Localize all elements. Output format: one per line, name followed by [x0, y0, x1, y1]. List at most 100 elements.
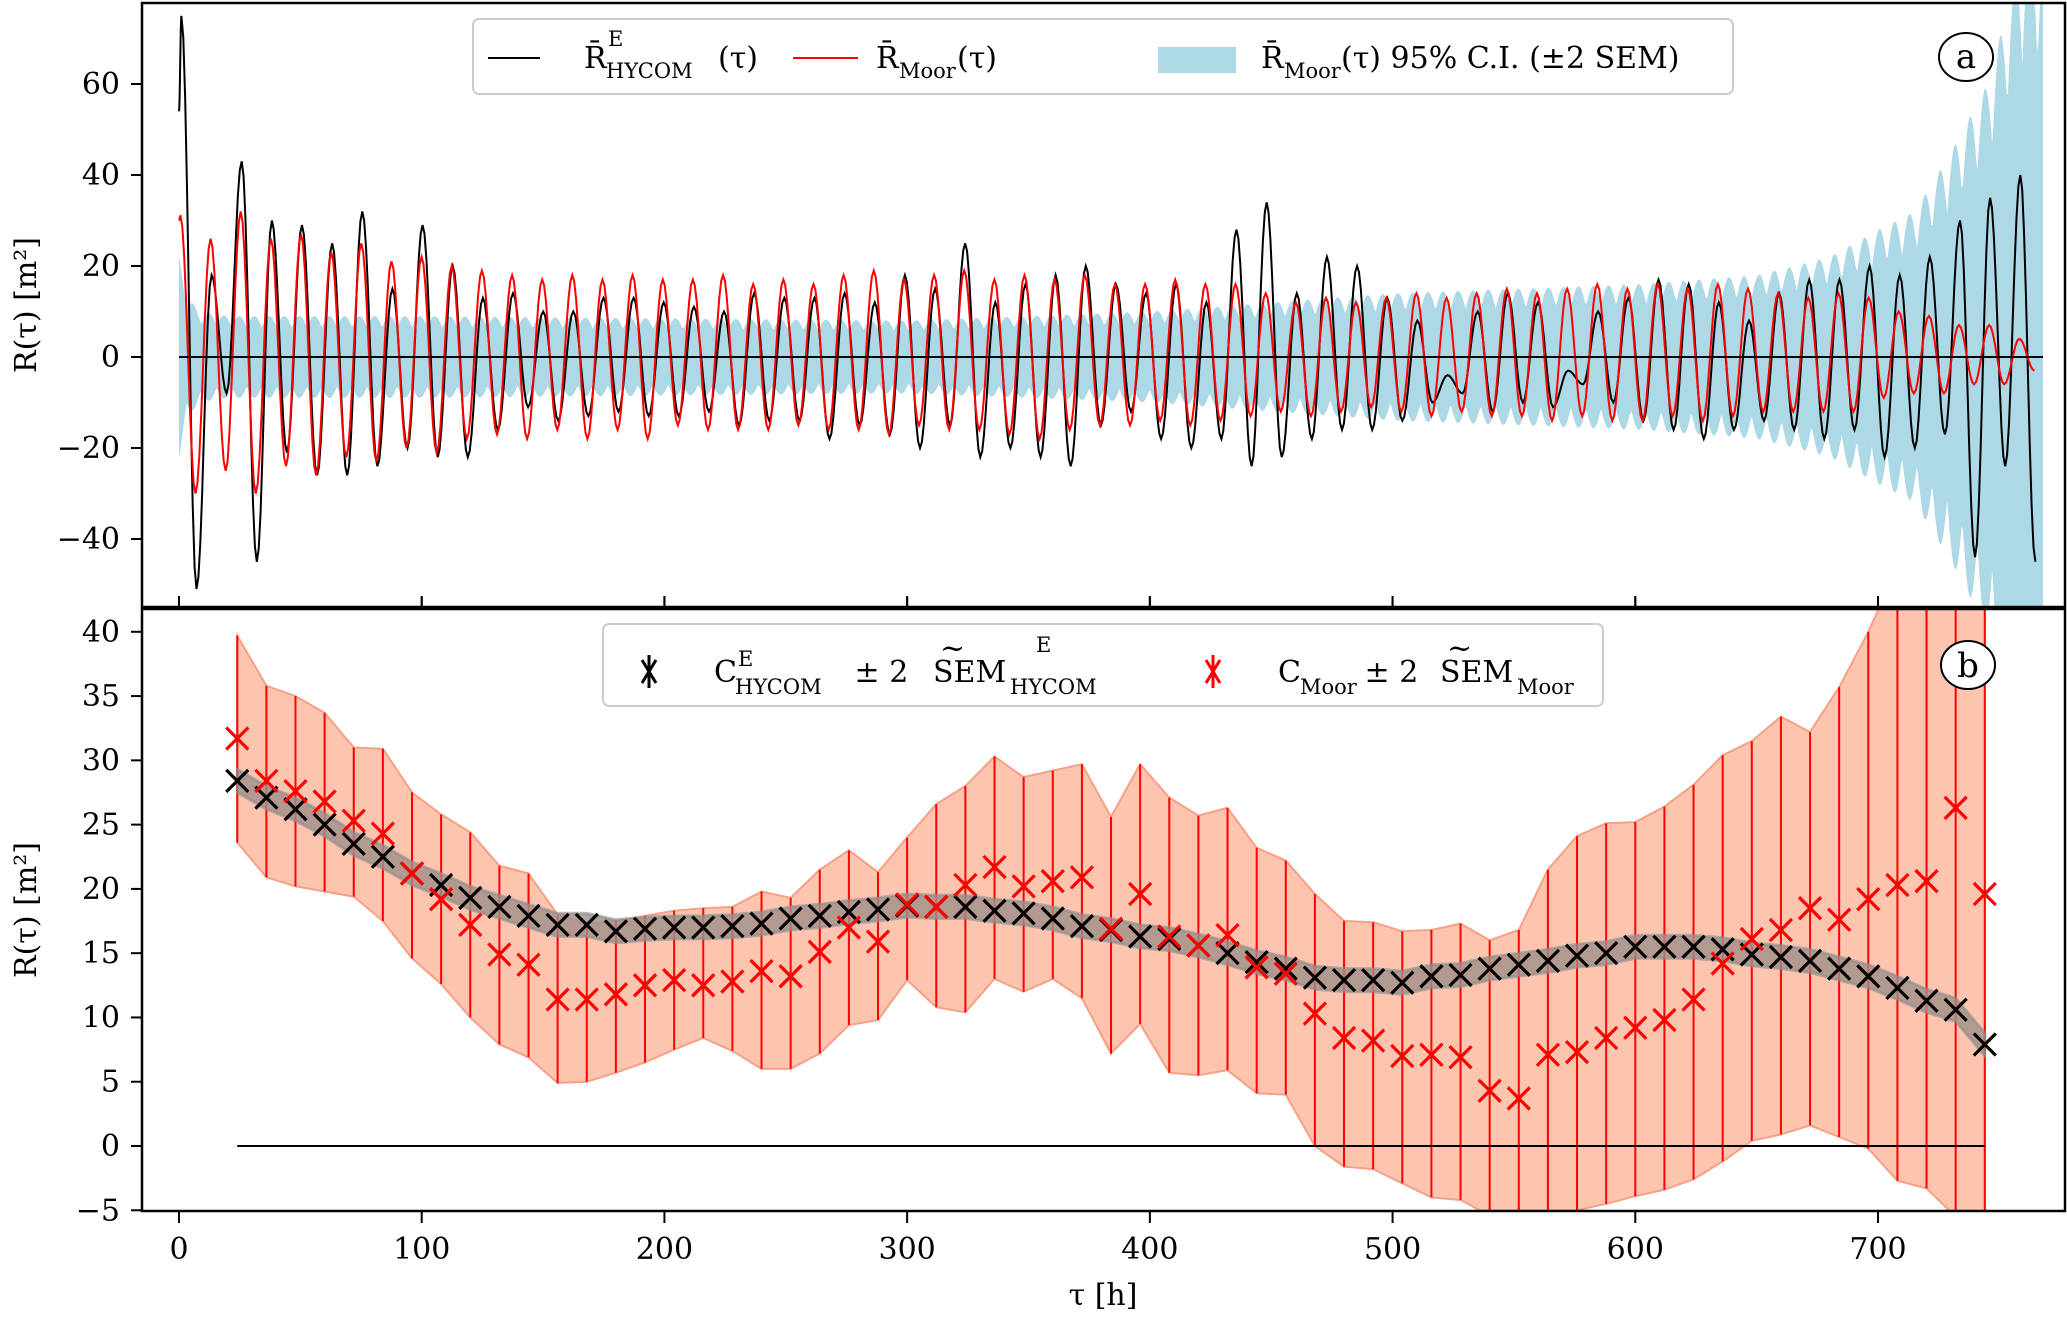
moor-marker: [691, 973, 716, 998]
moor-marker: [1215, 923, 1240, 948]
hycom-marker: [1331, 968, 1357, 993]
moor-marker: [341, 808, 366, 833]
y-tick-label: 30: [82, 743, 120, 778]
moor-marker: [1768, 917, 1794, 943]
hycom-marker: [1128, 924, 1153, 949]
moor-marker: [895, 892, 920, 917]
svg-text:C: C: [1278, 655, 1301, 690]
svg-text:Moor: Moor: [1300, 675, 1358, 699]
moor-marker: [1040, 869, 1065, 894]
moor-marker: [1885, 872, 1910, 898]
svg-text:HYCOM: HYCOM: [606, 59, 693, 83]
svg-text:Moor: Moor: [899, 59, 957, 83]
hycom-marker: [574, 912, 599, 938]
legend-ci-label: R̄ Moor (τ) 95% C.I. (±2 SEM): [1261, 40, 1679, 83]
moor-marker: [807, 939, 832, 965]
hycom-marker: [1681, 934, 1706, 959]
y-tick-label: 40: [82, 158, 120, 193]
svg-text:± 2: ± 2: [1355, 655, 1428, 690]
hycom-marker: [283, 797, 308, 822]
hycom-marker: [1856, 964, 1881, 989]
moor-marker: [1827, 907, 1852, 932]
y-tick-label: 0: [101, 1129, 120, 1164]
moor-marker: [778, 964, 803, 989]
legend-moor-label: C Moor ± 2 SEM ~ Moor: [1278, 631, 1575, 699]
hycom-marker: [341, 831, 366, 857]
svg-text:SEM: SEM: [933, 655, 1006, 690]
hycom-marker: [1244, 950, 1269, 975]
moor-marker: [865, 929, 891, 954]
hycom-marker: [1069, 914, 1095, 939]
moor-marker: [924, 894, 949, 920]
panel-b-y-axis: −5 0 5 10 15 20 25 30 35 40: [76, 615, 142, 1228]
tilde-accent: ~: [1447, 631, 1472, 666]
y-tick-label: 25: [82, 808, 120, 843]
x-tick-label: 700: [1849, 1232, 1906, 1267]
moor-marker: [1856, 887, 1881, 912]
moor-marker: [1681, 987, 1706, 1012]
moor-marker: [1098, 916, 1124, 941]
panel-a-tag: a: [1938, 32, 1994, 82]
moor-marker: [632, 973, 658, 998]
svg-text:Moor: Moor: [1517, 675, 1575, 699]
legend-hycom-label: C E HYCOM ± 2 SEM ~ E HYCOM: [714, 631, 1097, 699]
svg-text:Moor: Moor: [1284, 59, 1342, 83]
y-tick-label: 5: [101, 1065, 120, 1100]
moor-marker: [429, 887, 454, 912]
hycom-marker: [312, 812, 337, 837]
hycom-marker: [1535, 948, 1561, 974]
y-tick-label: −5: [76, 1193, 120, 1228]
hycom-marker: [603, 919, 629, 944]
moor-marker: [1157, 924, 1182, 949]
svg-text:E: E: [1036, 633, 1051, 657]
hycom-marker: [1157, 926, 1182, 952]
hycom-marker: [953, 894, 978, 920]
moor-marker: [982, 854, 1007, 880]
hycom-marker: [1390, 970, 1415, 995]
hycom-marker: [1040, 906, 1065, 931]
y-tick-label: 20: [82, 872, 120, 907]
y-tick-label: 60: [82, 67, 120, 102]
panel-a-plot-area: [178, 3, 2044, 607]
svg-text:± 2: ± 2: [845, 655, 918, 690]
hycom-marker: [1419, 964, 1444, 989]
panel-b-legend: C E HYCOM ± 2 SEM ~ E HYCOM C Moor ± 2 S…: [602, 623, 1604, 707]
hycom-marker: [1215, 941, 1240, 966]
panel-b-ylabel: R(τ) [m²]: [9, 842, 44, 978]
y-tick-label: 15: [82, 936, 120, 971]
svg-text:E: E: [608, 27, 623, 51]
hycom-marker: [982, 898, 1007, 923]
moor-marker: [749, 959, 774, 984]
y-tick-label: −40: [57, 522, 120, 557]
svg-text:(τ): (τ): [718, 41, 758, 76]
hycom-marker: [225, 768, 250, 794]
legend-hycom-marker: [640, 655, 658, 688]
moor-marker: [283, 779, 308, 804]
panel-a-y-axis: −40 −20 0 20 40 60: [57, 67, 142, 557]
moor-marker: [1564, 1040, 1590, 1065]
hycom-marker: [749, 911, 774, 936]
svg-text:R̄: R̄: [876, 40, 900, 76]
x-tick-label: 100: [393, 1232, 450, 1267]
svg-text:R̄: R̄: [1261, 40, 1285, 76]
hycom-marker: [1564, 943, 1590, 968]
moor-marker: [1390, 1043, 1415, 1069]
moor-marker: [1128, 881, 1153, 907]
moor-marker: [1011, 874, 1036, 899]
moor-marker: [1652, 1007, 1677, 1033]
moor-marker: [1797, 896, 1823, 921]
legend-frame: [602, 623, 1604, 707]
hycom-marker: [720, 914, 745, 939]
moor-marker: [1914, 869, 1939, 894]
x-axis-label: τ [h]: [1069, 1278, 1138, 1313]
hycom-marker: [1011, 901, 1036, 926]
hycom-marker: [1477, 956, 1502, 981]
x-tick-label: 500: [1364, 1232, 1421, 1267]
svg-text:(τ) 95% C.I. (±2 SEM): (τ) 95% C.I. (±2 SEM): [1341, 41, 1679, 76]
hycom-marker: [1361, 968, 1386, 993]
moor-marker: [836, 915, 862, 940]
moor-marker: [1186, 933, 1211, 958]
moor-marker: [545, 987, 570, 1012]
series-line-moor: [178, 211, 2035, 494]
